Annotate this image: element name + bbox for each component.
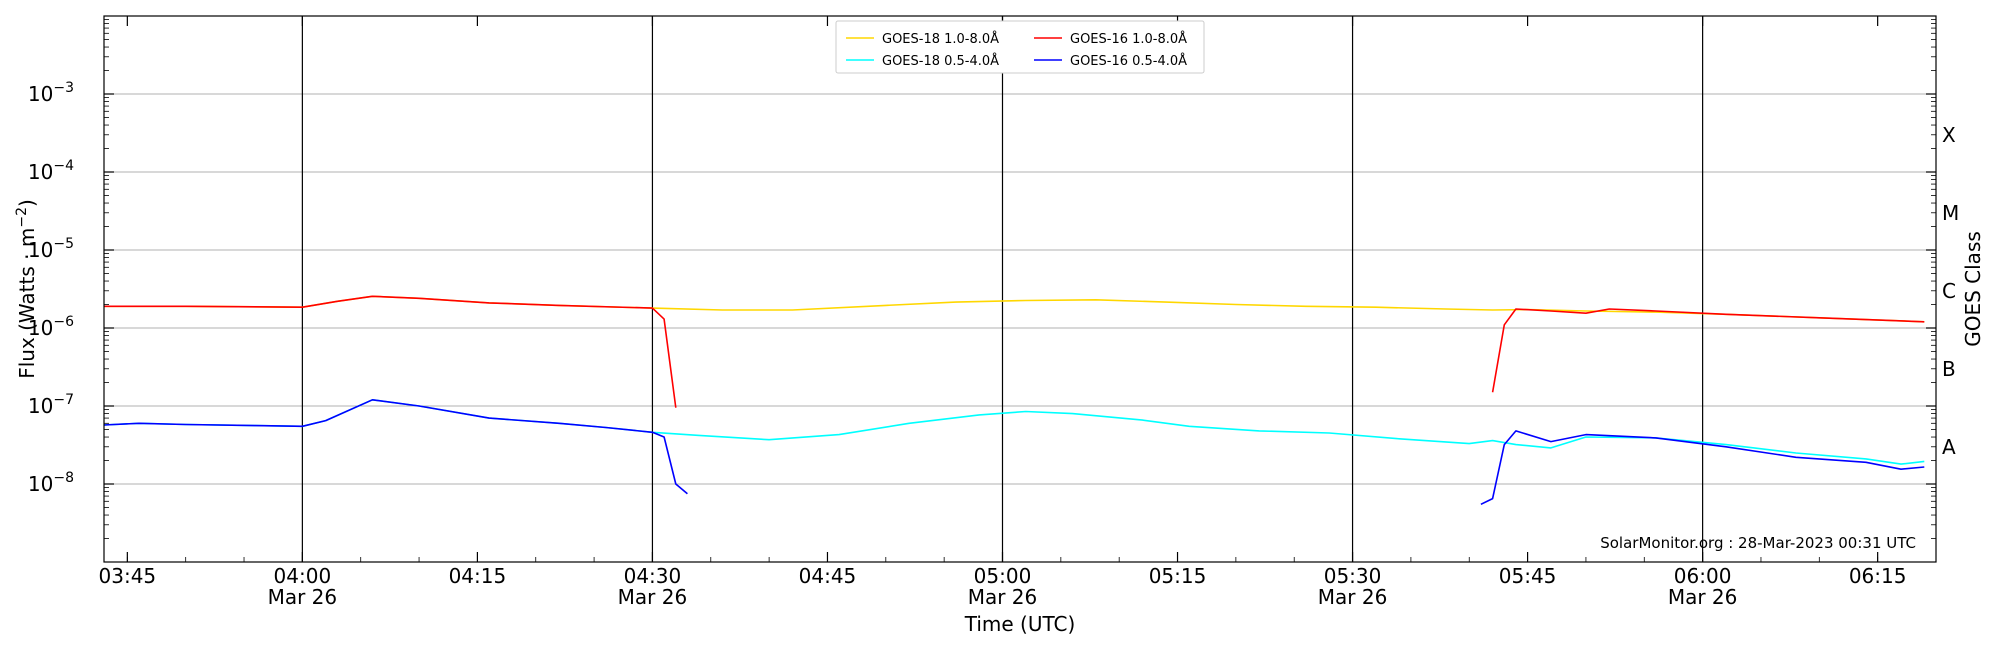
x-tick-label: 06:15	[1849, 564, 1907, 588]
series-line-3	[103, 398, 688, 495]
legend-label: GOES-16 0.5-4.0Å	[1070, 53, 1187, 69]
goes-class-label: C	[1942, 279, 1956, 303]
watermark-text: SolarMonitor.org : 28-Mar-2023 00:31 UTC	[1600, 534, 1916, 552]
x-axis-title: Time (UTC)	[964, 612, 1076, 636]
legend-box	[835, 20, 1205, 74]
y-tick-label: 10−4	[28, 158, 74, 184]
x-tick-label: 04:15	[449, 564, 507, 588]
goes-class-labels: X M C B A	[1942, 123, 1959, 459]
y-tick-label: 10−6	[28, 314, 74, 340]
x-tick-date-label: Mar 26	[618, 585, 688, 609]
x-tick-label: 05:15	[1149, 564, 1207, 588]
x-tick-label: 06:00	[1674, 564, 1732, 588]
y-tick-label: 10−5	[28, 236, 74, 262]
goes-class-label: M	[1942, 201, 1959, 225]
x-tick-label: 04:00	[274, 564, 332, 588]
x-tick-label: 03:45	[99, 564, 157, 588]
goes-class-label: B	[1942, 357, 1956, 381]
series-line-2	[104, 295, 677, 408]
time-markers	[301, 16, 1704, 562]
plot-frame	[103, 15, 1937, 563]
plot-area	[104, 16, 1936, 562]
series-lines	[103, 295, 1925, 506]
x-tick-date-label: Mar 26	[268, 585, 338, 609]
x-tick-date-label: Mar 26	[1668, 585, 1738, 609]
y-tick-label: 10−7	[28, 392, 74, 418]
series-line-3	[1480, 430, 1925, 506]
x-tick-label: 05:30	[1324, 564, 1382, 588]
legend-label: GOES-16 1.0-8.0Å	[1070, 31, 1187, 47]
x-tick-label: 04:45	[799, 564, 857, 588]
y-tick-label: 10−3	[28, 80, 74, 106]
x-tick-date-label: Mar 26	[1318, 585, 1388, 609]
legend-label: GOES-18 1.0-8.0Å	[882, 31, 999, 47]
y-tick-label: 10−8	[28, 470, 74, 496]
x-tick-label: 05:45	[1499, 564, 1557, 588]
y2-axis-title: GOES Class	[1961, 231, 1985, 347]
x-tick-label: 05:00	[974, 564, 1032, 588]
series-line-2	[1491, 308, 1925, 393]
grid-lines	[104, 93, 1936, 485]
y-axis-title: Flux (Watts · m−2)	[14, 199, 39, 379]
x-tick-date-label: Mar 26	[968, 585, 1038, 609]
y-axis-ticks: 10−8 10−7 10−6 10−5 10−4 10−3	[28, 19, 1936, 539]
goes-class-label: A	[1942, 435, 1956, 459]
x-tick-label: 04:30	[624, 564, 682, 588]
legend-label: GOES-18 0.5-4.0Å	[882, 53, 999, 69]
goes-class-label: X	[1942, 123, 1956, 147]
legend: GOES-18 1.0-8.0Å GOES-18 0.5-4.0Å GOES-16 …	[835, 20, 1205, 74]
